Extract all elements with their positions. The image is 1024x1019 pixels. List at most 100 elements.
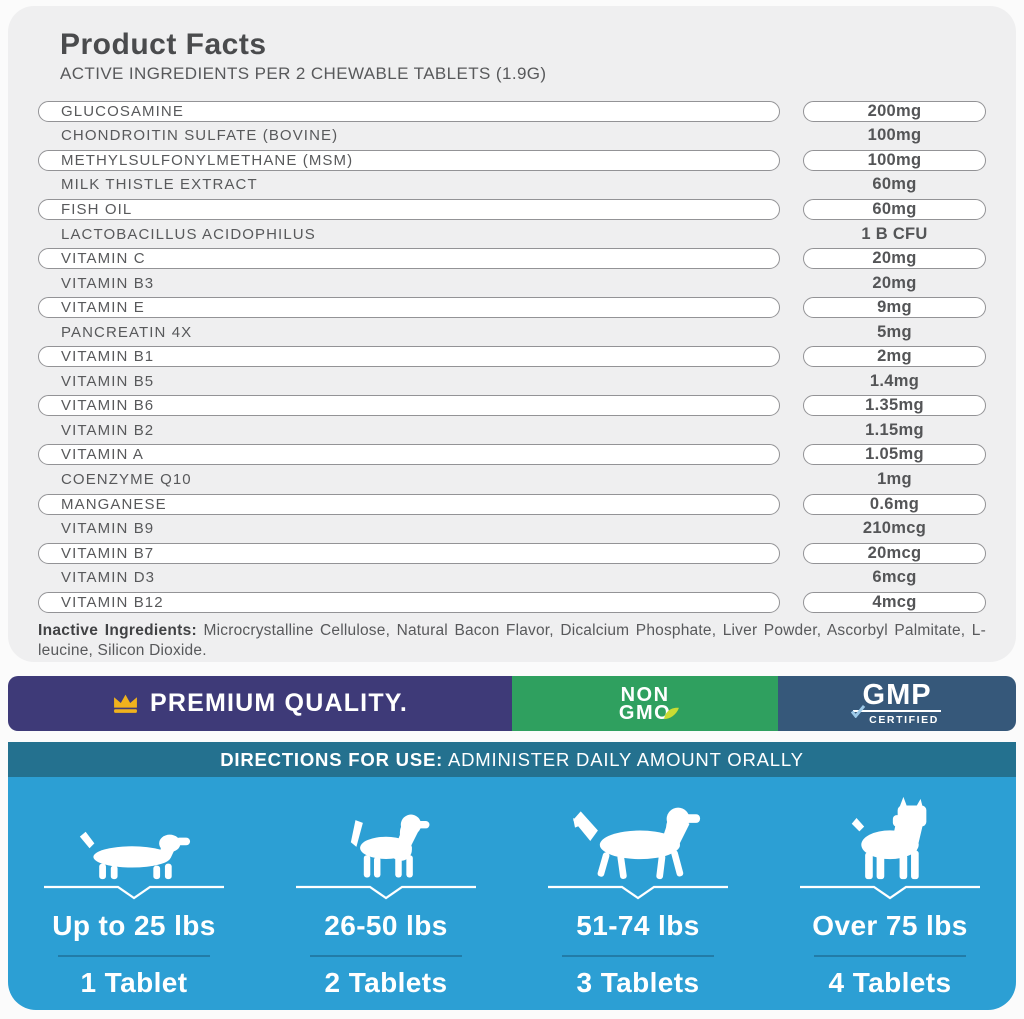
weight-range: Up to 25 lbs (52, 910, 216, 941)
ingredient-amount: 1mg (877, 469, 912, 488)
inactive-ingredients-label: Inactive Ingredients: (38, 622, 198, 640)
dachshund-dog-icon (79, 831, 191, 880)
ingredient-name: VITAMIN B1 (38, 346, 780, 368)
ingredient-row: VITAMIN B6 1.35mg (38, 394, 986, 419)
gmp-certified-badge: GMP CERTIFIED (778, 676, 1016, 731)
tablet-count: 2 Tablets (324, 967, 448, 998)
ingredient-amount: 20mcg (803, 542, 986, 564)
chevron-divider (44, 885, 224, 900)
weight-range: Over 75 lbs (812, 910, 968, 941)
ingredient-name: CHONDROITIN SULFATE (BOVINE) (61, 127, 339, 145)
chevron-divider (296, 885, 476, 900)
gmp-title: GMP (862, 678, 932, 711)
ingredient-amount: 6mcg (872, 568, 917, 587)
ingredient-name: PANCREATIN 4X (61, 323, 193, 341)
ingredient-amount: 60mg (872, 175, 917, 194)
ingredient-row: GLUCOSAMINE 200mg (38, 99, 986, 124)
product-facts-panel: Product Facts ACTIVE INGREDIENTS PER 2 C… (8, 6, 1016, 662)
ingredient-amount: 100mg (867, 126, 922, 145)
tablet-count: 4 Tablets (828, 967, 952, 998)
directions-bar: DIRECTIONS FOR USE: ADMINISTER DAILY AMO… (8, 742, 1016, 777)
dosage-group-small: Up to 25 lbs 1 Tablet (8, 777, 260, 1010)
ingredient-name: MANGANESE (38, 493, 780, 515)
ingredient-name: VITAMIN B5 (61, 372, 155, 390)
ingredient-name: LACTOBACILLUS ACIDOPHILUS (61, 225, 316, 243)
dosage-group-large: 51-74 lbs 3 Tablets (512, 777, 764, 1010)
ingredient-row: VITAMIN B3 20mg (38, 271, 986, 296)
badge-strip: PREMIUM QUALITY. NON GMO GMP (8, 676, 1016, 731)
gmp-subtitle-row: CERTIFIED (851, 704, 941, 726)
ingredient-row: VITAMIN B5 1.4mg (38, 369, 986, 394)
premium-quality-label: PREMIUM QUALITY. (149, 689, 409, 717)
ingredient-row: VITAMIN B9 210mcg (38, 516, 986, 541)
directions-text: ADMINISTER DAILY AMOUNT ORALLY (443, 748, 804, 770)
ingredient-row: VITAMIN B7 20mcg (38, 541, 986, 566)
ingredient-name: VITAMIN B3 (61, 274, 155, 292)
non-gmo-line1: NON (620, 683, 670, 706)
ingredient-row: MANGANESE 0.6mg (38, 492, 986, 517)
divider (58, 955, 210, 957)
ingredient-name: VITAMIN B7 (38, 542, 780, 564)
dosage-group-medium: 26-50 lbs 2 Tablets (260, 777, 512, 1010)
ingredient-amount: 20mg (803, 248, 986, 270)
tablet-count: 3 Tablets (576, 967, 700, 998)
ingredient-row: FISH OIL 60mg (38, 197, 986, 222)
gmp-subtitle: CERTIFIED (869, 713, 939, 726)
ingredient-amount: 1.05mg (803, 444, 986, 466)
ingredient-name: GLUCOSAMINE (38, 100, 780, 122)
tablet-count: 1 Tablet (80, 967, 188, 998)
inactive-ingredients: Inactive Ingredients: Microcrystalline C… (38, 621, 986, 660)
ingredient-row: CHONDROITIN SULFATE (BOVINE) 100mg (38, 124, 986, 149)
ingredient-amount: 1.35mg (803, 395, 986, 417)
crown-icon (114, 694, 137, 713)
beagle-dog-icon (350, 814, 430, 878)
ingredient-name: VITAMIN B6 (38, 395, 780, 417)
leaf-icon (664, 707, 680, 719)
ingredient-name: VITAMIN A (38, 444, 780, 466)
golden-retriever-dog-icon (573, 807, 701, 880)
ingredient-amount: 2mg (803, 346, 986, 368)
chevron-divider (800, 885, 980, 900)
ingredient-row: VITAMIN E 9mg (38, 295, 986, 320)
non-gmo-badge: NON GMO (512, 676, 779, 731)
page-title: Product Facts (60, 28, 267, 61)
ingredient-row: PANCREATIN 4X 5mg (38, 320, 986, 345)
gmp-text: GMP CERTIFIED (851, 678, 941, 726)
ingredient-row: VITAMIN A 1.05mg (38, 443, 986, 468)
ingredient-name: VITAMIN B9 (61, 520, 155, 538)
divider (310, 955, 462, 957)
ingredient-row: VITAMIN B12 4mcg (38, 590, 986, 615)
page-subtitle: ACTIVE INGREDIENTS PER 2 CHEWABLE TABLET… (60, 64, 547, 83)
ingredients-table: GLUCOSAMINE 200mg CHONDROITIN SULFATE (BOV… (38, 99, 986, 614)
directions-label: DIRECTIONS FOR USE: (220, 748, 444, 770)
ingredient-row: LACTOBACILLUS ACIDOPHILUS 1 B CFU (38, 222, 986, 247)
weight-range: 26-50 lbs (324, 910, 448, 941)
ingredient-row: COENZYME Q10 1mg (38, 467, 986, 492)
ingredient-amount: 1 B CFU (861, 224, 928, 243)
ingredient-amount: 9mg (803, 297, 986, 319)
ingredient-row: VITAMIN B1 2mg (38, 344, 986, 369)
ingredient-amount: 5mg (877, 322, 912, 341)
ingredient-name: VITAMIN B2 (61, 421, 155, 439)
ingredient-amount: 0.6mg (803, 493, 986, 515)
ingredient-name: FISH OIL (38, 198, 780, 220)
dosage-group-xlarge: Over 75 lbs 4 Tablets (764, 777, 1016, 1010)
inactive-ingredients-text: Microcrystalline Cellulose, Natural Baco… (38, 622, 986, 659)
ingredient-row: VITAMIN C 20mg (38, 246, 986, 271)
weight-range: 51-74 lbs (576, 910, 700, 941)
gmp-check-icon (851, 704, 866, 718)
divider (814, 955, 966, 957)
ingredient-name: VITAMIN D3 (61, 569, 156, 587)
ingredient-row: MILK THISTLE EXTRACT 60mg (38, 173, 986, 198)
boxer-dog-icon (851, 796, 927, 880)
ingredient-amount: 20mg (872, 273, 917, 292)
premium-quality-badge: PREMIUM QUALITY. (8, 676, 512, 731)
dosage-panel: Up to 25 lbs 1 Tablet (8, 777, 1016, 1010)
ingredient-name: VITAMIN C (38, 248, 780, 270)
ingredient-row: VITAMIN D3 6mcg (38, 565, 986, 590)
ingredient-amount: 200mg (803, 100, 986, 122)
non-gmo-text: NON GMO (618, 683, 680, 724)
ingredient-amount: 60mg (803, 198, 986, 220)
non-gmo-line2: GMO (618, 701, 672, 724)
